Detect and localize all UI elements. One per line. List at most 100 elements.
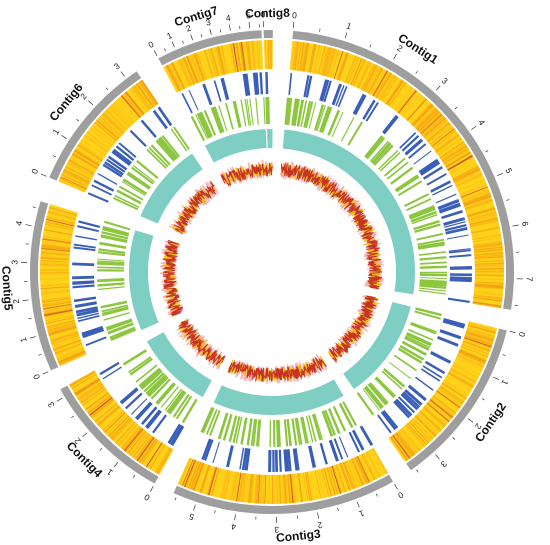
contig2-heatmap-cell	[463, 336, 492, 348]
contig1-heatmap-cell	[296, 41, 302, 71]
contig2-heatmap-cell	[450, 367, 477, 383]
contig5-heatmap-cell	[40, 285, 70, 290]
contig3-green-feature	[294, 417, 301, 445]
contig3-heatmap-cell	[329, 466, 339, 495]
contig1-blue-feature	[321, 80, 330, 102]
contig2-heatmap-cell	[466, 329, 495, 339]
contig7-green-feature	[232, 101, 241, 128]
contig1-heatmap-cell	[433, 131, 458, 151]
contig1-tick	[512, 224, 519, 227]
contig6-heatmap-cell	[78, 143, 104, 161]
contig5-blue-feature	[77, 225, 99, 233]
contig4-green-feature	[143, 372, 165, 393]
contig6-heatmap-cell	[90, 126, 114, 147]
contig1-green-feature	[419, 261, 447, 265]
contig3-green-feature	[296, 417, 303, 445]
contig1-blue-feature	[439, 204, 461, 214]
contig1-heatmap-cell	[460, 186, 488, 198]
contig6-heatmap-cell	[74, 148, 101, 166]
contig3-heatmap-cell	[181, 459, 194, 487]
contig7-green-feature	[225, 102, 234, 130]
contig5-green-feature	[97, 286, 125, 291]
contig3-green-feature	[305, 415, 314, 443]
contig2-heatmap-cell	[437, 388, 463, 406]
contig4-green-feature	[160, 386, 179, 408]
contig6-heatmap-cell	[120, 95, 141, 119]
contig2-heatmap-cell	[448, 370, 475, 386]
contig3-green-feature	[257, 419, 262, 447]
contig4-heatmap-cell	[75, 379, 101, 397]
contig5-green-feature	[97, 261, 125, 265]
contig3-heatmap-cell	[242, 473, 248, 503]
contig7-heatmap-cell	[194, 52, 206, 81]
contig1-green-feature	[390, 166, 413, 185]
contig4-heatmap-cell	[103, 411, 126, 434]
contig5-heatmap-cell	[59, 352, 87, 366]
contig6-heatmap-cell	[62, 171, 90, 186]
contig1-heatmap-cell	[362, 64, 376, 91]
contig3-green-feature	[338, 402, 354, 429]
contig5-green-feature	[102, 225, 130, 235]
contig1-heatmap-cell	[402, 94, 423, 118]
contig4-heatmap-cell	[73, 377, 100, 394]
contig1-green-feature	[331, 111, 344, 137]
contig7-tick	[200, 34, 203, 38]
contig2-blue-feature	[382, 410, 399, 429]
contig1-heatmap-cell	[474, 281, 504, 285]
contig4-ideogram-band	[60, 385, 159, 484]
contig5-heatmap-cell	[54, 342, 83, 354]
contig3-tick-label: 4	[230, 522, 236, 533]
contig1-green-feature	[303, 100, 311, 128]
contig6-green-feature	[116, 189, 142, 204]
contig2-green-feature	[401, 341, 427, 356]
contig2-heatmap-cell	[455, 357, 483, 372]
contig6-heatmap-cell	[141, 79, 159, 105]
contig2-heatmap-cell	[438, 387, 463, 405]
contig1-heatmap-cell	[469, 219, 499, 228]
contig5-blue-feature	[77, 315, 100, 323]
contig1-heatmap-cell	[455, 173, 483, 188]
contig6-tick	[76, 119, 80, 122]
contig2-heatmap-cell	[406, 423, 427, 446]
contig3-heatmap-cell	[228, 471, 235, 500]
contig1-heatmap-cell	[469, 217, 498, 226]
contig2-heatmap-cell	[442, 381, 468, 399]
contig5-heatmap-cell	[40, 283, 70, 287]
contig1-blue-feature	[449, 278, 472, 283]
contig4-heatmap-cell	[107, 415, 130, 438]
contig1-heatmap-cell	[324, 47, 334, 77]
contig1-heatmap-cell	[401, 93, 422, 117]
contig6-heatmap-cell	[102, 112, 125, 134]
contig3-tick	[375, 493, 378, 497]
contig6-green-feature	[173, 126, 190, 150]
contig1-blue-feature	[420, 161, 441, 176]
contig1-heatmap-cell	[473, 292, 503, 296]
contig3-heatmap-cell	[351, 458, 364, 486]
contig3-heatmap-cell	[282, 474, 286, 504]
contig1-blue-feature	[448, 249, 471, 254]
contig3-green-feature	[255, 419, 260, 447]
contig1-heatmap-cell	[472, 237, 502, 243]
contig1-heatmap-cell	[447, 154, 474, 171]
contig1-heatmap-cell	[432, 130, 457, 149]
contig1-blue-feature	[354, 95, 367, 116]
contig1-heatmap-cell	[434, 133, 460, 153]
contig1-green-feature	[418, 289, 446, 295]
contig5-heatmap-cell	[40, 258, 70, 262]
contig1-heatmap-cell	[368, 67, 384, 94]
contig3-green-feature	[209, 410, 221, 436]
contig5-heatmap-cell	[41, 240, 71, 247]
contig2-heatmap-cell	[415, 414, 438, 437]
contig1-tick-label: 2	[395, 43, 404, 54]
contig2-heatmap-cell	[408, 421, 430, 444]
contig2-heatmap-cell	[432, 395, 457, 414]
contig3-tick-label: 1	[357, 508, 365, 519]
contig7-green-feature	[195, 114, 208, 140]
contig1-heatmap-cell	[381, 76, 399, 102]
contig4-heatmap-cell	[121, 426, 142, 450]
contig1-heatmap-cell	[453, 169, 481, 184]
contig2-heatmap-cell	[419, 411, 441, 432]
contig2-green-feature	[388, 361, 412, 380]
contig4-green-feature	[181, 398, 198, 424]
contig1-tick	[471, 125, 477, 130]
